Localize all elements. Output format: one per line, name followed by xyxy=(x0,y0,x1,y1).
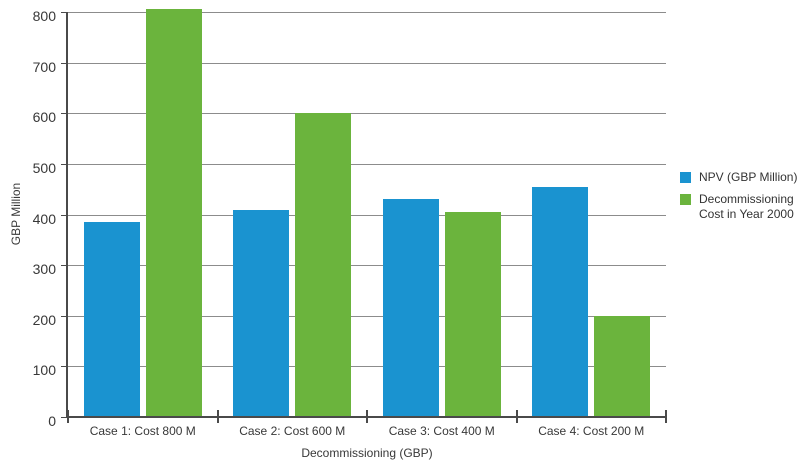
legend: NPV (GBP Million) Decommissioning Cost i… xyxy=(680,170,798,229)
legend-swatch-decommissioning-cost xyxy=(680,194,691,205)
legend-swatch-npv xyxy=(680,172,691,183)
y-tick-mark-700 xyxy=(61,62,68,64)
x-tick-label-case-4: Case 4: Cost 200 M xyxy=(538,424,645,438)
gridline-200 xyxy=(68,315,666,317)
y-tick-label-0: 0 xyxy=(48,413,56,429)
y-tick-mark-300 xyxy=(61,265,68,267)
y-tick-mark-600 xyxy=(61,113,68,115)
y-tick-mark-400 xyxy=(61,214,68,216)
bar-npv-case-3 xyxy=(382,199,439,417)
plot-area xyxy=(61,9,667,423)
x-separator-tick-1 xyxy=(216,410,219,423)
y-tick-label-400: 400 xyxy=(32,210,56,227)
bar-decommissioning-cost-case-3 xyxy=(444,211,501,417)
bar-decommissioning-cost-case-1 xyxy=(145,9,202,417)
x-axis-tick-labels: Case 1: Cost 800 M Case 2: Cost 600 M Case… xyxy=(68,424,666,438)
y-tick-mark-100 xyxy=(61,366,68,368)
x-separator-tick-0 xyxy=(67,410,69,423)
gridline-300 xyxy=(68,265,666,267)
y-tick-label-300: 300 xyxy=(32,261,56,278)
bar-decommissioning-cost-case-4 xyxy=(594,315,651,417)
y-tick-mark-800 xyxy=(61,12,68,13)
y-tick-label-100: 100 xyxy=(32,362,56,379)
legend-item-decommissioning-cost: Decommissioning Cost in Year 2000 xyxy=(680,192,798,222)
x-tick-label-case-2: Case 2: Cost 600 M xyxy=(239,424,346,438)
y-tick-label-700: 700 xyxy=(32,58,56,75)
y-tick-label-800: 800 xyxy=(32,8,56,24)
y-tick-label-500: 500 xyxy=(32,159,56,176)
x-tick-label-case-1: Case 1: Cost 800 M xyxy=(89,424,196,438)
gridline-800 xyxy=(68,12,666,13)
y-tick-mark-0 xyxy=(61,417,68,418)
x-separator-tick-4 xyxy=(665,410,667,423)
y-tick-label-200: 200 xyxy=(32,311,56,328)
y-tick-mark-500 xyxy=(61,163,68,165)
gridline-500 xyxy=(68,163,666,165)
y-tick-mark-200 xyxy=(61,315,68,317)
gridline-400 xyxy=(68,214,666,216)
gridline-600 xyxy=(68,113,666,115)
y-tick-label-600: 600 xyxy=(32,109,56,126)
x-tick-label-case-3: Case 3: Cost 400 M xyxy=(388,424,495,438)
gridline-100 xyxy=(68,366,666,368)
x-axis-title: Decommissioning (GBP) xyxy=(301,446,433,460)
x-separator-tick-2 xyxy=(366,410,368,423)
bar-npv-case-4 xyxy=(532,186,589,417)
legend-label-npv: NPV (GBP Million) xyxy=(699,170,798,184)
gridline-700 xyxy=(68,62,666,64)
legend-item-npv: NPV (GBP Million) xyxy=(680,170,798,185)
y-axis-tick-labels: 0 100 200 300 400 500 600 700 800 xyxy=(0,8,56,429)
bar-decommissioning-cost-case-2 xyxy=(295,113,352,417)
x-separator-tick-3 xyxy=(515,410,518,423)
bar-npv-case-2 xyxy=(233,210,290,417)
bar-npv-case-1 xyxy=(83,222,140,417)
legend-label-decommissioning-cost: Decommissioning Cost in Year 2000 xyxy=(699,192,794,221)
